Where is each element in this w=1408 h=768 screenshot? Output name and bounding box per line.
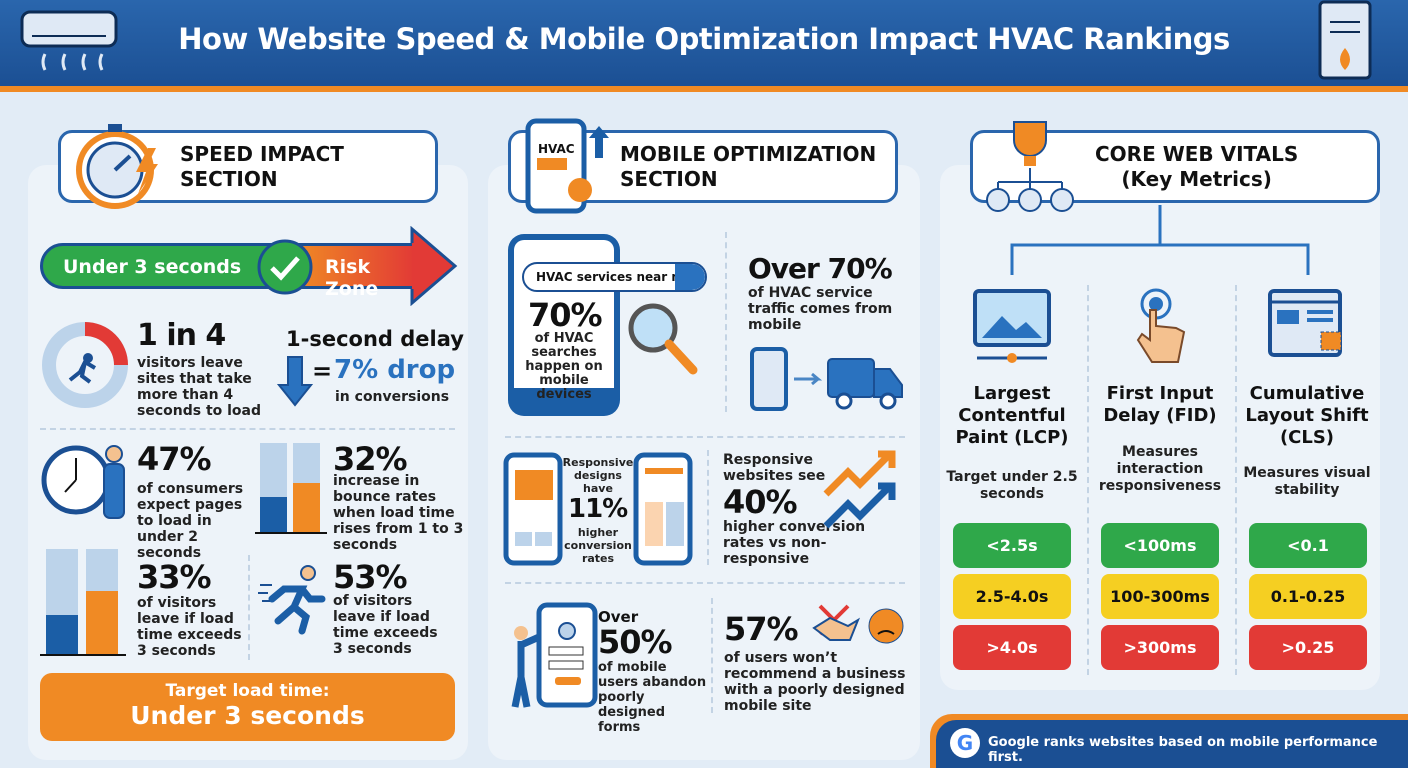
trend-up-arrows-icon: [823, 450, 896, 529]
divider: [1087, 285, 1089, 675]
stat-57-value: 57%: [724, 610, 799, 648]
air-conditioner-icon: [20, 10, 118, 71]
metric-desc: Measures visual stability: [1243, 465, 1371, 498]
metric-title: First Input Delay (FID): [1103, 383, 1217, 426]
running-person-icon: [258, 565, 326, 635]
metric-title: Largest Contentful Paint (LCP): [955, 383, 1069, 448]
stat-over-70-value: Over 70%: [748, 252, 893, 285]
fid-poor-threshold: >300ms: [1101, 625, 1219, 670]
metric-cls: Cumulative Layout Shift (CLS) Measures v…: [1232, 383, 1382, 499]
clock-person-icon: [41, 445, 125, 519]
target-load-time-box: Target load time: Under 3 seconds: [40, 673, 455, 741]
donut-runner-icon: [42, 322, 128, 408]
lcp-poor-threshold: >4.0s: [953, 625, 1071, 670]
divider: [248, 555, 250, 660]
stat-50-text: of mobile users abandon poorly designed …: [598, 660, 707, 735]
divider: [505, 582, 905, 584]
down-arrow-icon: [277, 356, 313, 407]
metric-fid: First Input Delay (FID) Measures interac…: [1085, 383, 1235, 495]
search-icon: [675, 264, 705, 290]
fid-good-threshold: <100ms: [1101, 523, 1219, 568]
lcp-needs-improvement-threshold: 2.5-4.0s: [953, 574, 1071, 619]
tap-hand-icon: [1136, 288, 1186, 363]
footer-bar: [936, 720, 1408, 768]
fid-needs-improvement-threshold: 100-300ms: [1101, 574, 1219, 619]
stat-33-text: of visitors leave if load time exceeds 3…: [137, 595, 242, 659]
arrow-head-icon: [410, 226, 458, 306]
stat-1-in-4-value: 1 in 4: [137, 318, 226, 353]
risk-zone-bar: Risk Zone: [295, 243, 415, 300]
cls-poor-threshold: >0.25: [1249, 625, 1367, 670]
stat-53-text: of visitors leave if load time exceeds 3…: [333, 593, 438, 657]
connector-lines: [1010, 205, 1310, 275]
google-icon: G: [950, 728, 980, 758]
divider: [1235, 285, 1237, 675]
search-bar: HVAC services near me: [522, 262, 707, 292]
stat-47-value: 47%: [137, 440, 212, 478]
page-title: How Website Speed & Mobile Optimization …: [178, 22, 1230, 56]
under-3-seconds-bar: Under 3 seconds: [40, 243, 275, 289]
one-second-delay-title: 1-second delay: [286, 327, 464, 351]
stat-40-value: 40%: [723, 483, 798, 521]
broken-handshake-angry-icon: [812, 604, 904, 644]
mobile-section-title: MOBILE OPTIMIZATION SECTION: [620, 142, 877, 191]
layout-icon: [1268, 289, 1342, 357]
metric-lcp: Largest Contentful Paint (LCP) Target un…: [937, 383, 1087, 503]
header-stripe: [0, 86, 1408, 92]
stat-47-text: of consumers expect pages to load in und…: [137, 481, 244, 561]
stat-32-value: 32%: [333, 440, 408, 478]
divider: [505, 436, 905, 438]
stat-50-pre: Over: [598, 608, 639, 626]
stat-53-value: 53%: [333, 558, 408, 596]
stat-1-in-4-text: visitors leave sites that take more than…: [137, 355, 262, 419]
trophy-metrics-icon: [986, 121, 1074, 212]
frustrated-user-form-icon: [511, 602, 598, 708]
seven-percent-drop-value: 7% drop: [334, 355, 456, 385]
equals-sign: =: [312, 357, 333, 385]
target-label: Target load time:: [165, 681, 330, 701]
lcp-good-threshold: <2.5s: [953, 523, 1071, 568]
responsive-phones-icon: [503, 452, 693, 566]
checkmark-icon: [257, 239, 313, 295]
divider: [725, 232, 727, 412]
phone-hvac-label: HVAC: [538, 142, 575, 156]
cls-good-threshold: <0.1: [1249, 523, 1367, 568]
metric-desc: Measures interaction responsiveness: [1098, 444, 1222, 494]
stat-50-value: 50%: [598, 623, 673, 661]
phone-to-van-icon: [750, 347, 903, 411]
stat-70-text: of HVAC searches happen on mobile device…: [525, 331, 603, 402]
stat-40-pre: Responsive websites see: [723, 452, 826, 484]
vitals-section-title: CORE WEB VITALS (Key Metrics): [1095, 142, 1299, 191]
mobile-hvac-icon: [525, 118, 609, 214]
divider: [707, 450, 709, 565]
image-icon: [973, 289, 1051, 363]
cls-needs-improvement-threshold: 0.1-0.25: [1249, 574, 1367, 619]
furnace-icon: [1318, 0, 1372, 80]
divider: [40, 428, 455, 430]
metric-desc: Target under 2.5 seconds: [946, 469, 1078, 502]
divider: [711, 598, 713, 713]
stat-11-text: higher conversion rates: [564, 526, 632, 565]
stopwatch-icon: [76, 124, 158, 209]
in-conversions-text: in conversions: [335, 389, 450, 405]
target-value: Under 3 seconds: [130, 701, 365, 730]
stat-70-value: 70%: [528, 296, 603, 334]
footer-text: Google ranks websites based on mobile pe…: [988, 735, 1378, 765]
bar-chart-icon: [255, 443, 327, 534]
header-banner: [0, 0, 1408, 88]
metric-title: Cumulative Layout Shift (CLS): [1245, 383, 1369, 448]
stat-11-pre: Responsive designs have: [562, 456, 634, 495]
speed-section-title: SPEED IMPACT SECTION: [180, 142, 344, 191]
bar-chart-icon: [40, 549, 126, 656]
stat-57-text: of users won’t recommend a business with…: [724, 650, 906, 714]
stat-32-text: increase in bounce rates when load time …: [333, 473, 464, 553]
stat-33-value: 33%: [137, 558, 212, 596]
magnifying-glass-icon: [628, 303, 698, 375]
stat-over-70-text: of HVAC service traffic comes from mobil…: [748, 285, 893, 333]
stat-11-value: 11%: [568, 494, 628, 524]
